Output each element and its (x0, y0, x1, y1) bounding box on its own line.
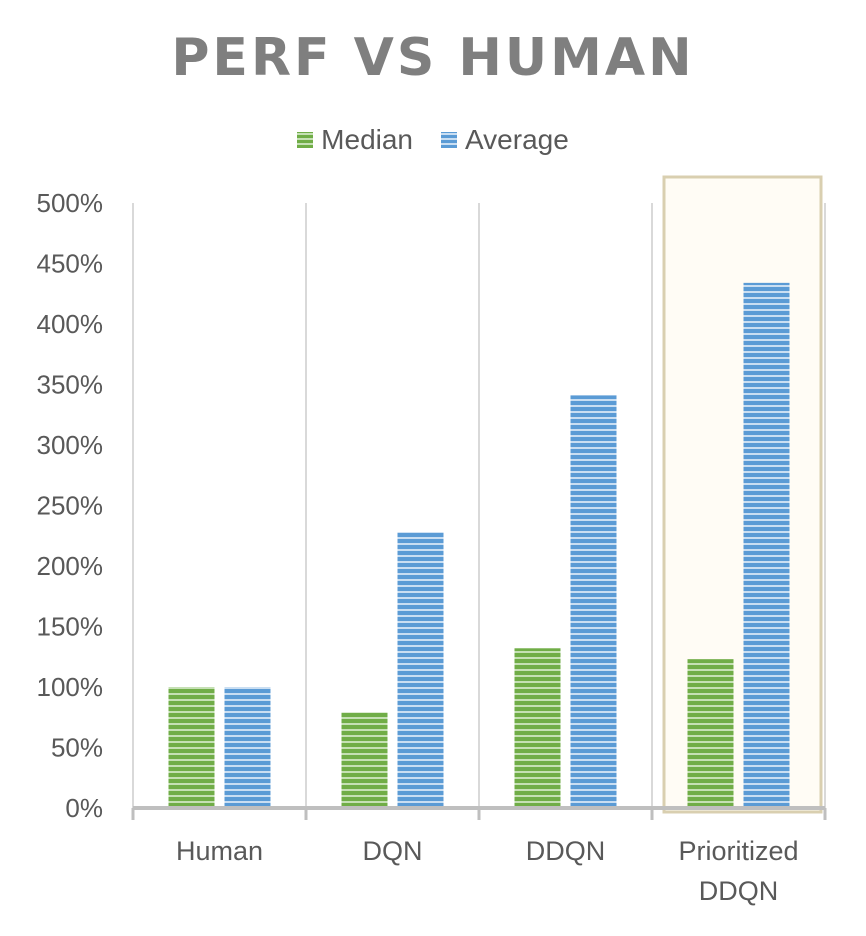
y-tick-label: 200% (37, 551, 104, 581)
y-tick-label: 150% (37, 612, 104, 642)
y-tick-label: 300% (37, 430, 104, 460)
chart-title: PERF VS HUMAN (171, 28, 695, 88)
y-tick-label: 100% (37, 672, 104, 702)
bar-average-prioritized-ddqn (743, 282, 790, 808)
legend-label-average: Average (465, 124, 569, 155)
legend-label-median: Median (321, 124, 414, 155)
legend: Median Average (0, 124, 866, 156)
y-tick-label: 400% (37, 309, 104, 339)
x-category-label: Human (176, 836, 263, 866)
bar-median-prioritized-ddqn (687, 659, 734, 808)
legend-swatch-average (441, 132, 458, 148)
legend-swatch-median (297, 132, 314, 148)
x-category-label: DDQN (699, 876, 779, 906)
y-tick-label: 350% (37, 370, 104, 400)
y-tick-label: 0% (65, 793, 103, 823)
y-tick-label: 50% (51, 733, 103, 763)
y-tick-label: 250% (37, 491, 104, 521)
bar-median-human (168, 687, 215, 808)
y-tick-label: 450% (37, 249, 104, 279)
bar-median-ddqn (514, 648, 561, 808)
bar-median-dqn (341, 712, 388, 808)
x-category-label: Prioritized (678, 836, 798, 866)
x-category-label: DDQN (526, 836, 606, 866)
bar-average-dqn (397, 532, 444, 808)
legend-item-median: Median (297, 124, 413, 156)
x-category-label: DQN (363, 836, 423, 866)
legend-item-average: Average (441, 124, 569, 156)
bar-average-ddqn (570, 395, 617, 808)
bar-average-human (224, 687, 271, 808)
y-tick-label: 500% (37, 188, 104, 218)
